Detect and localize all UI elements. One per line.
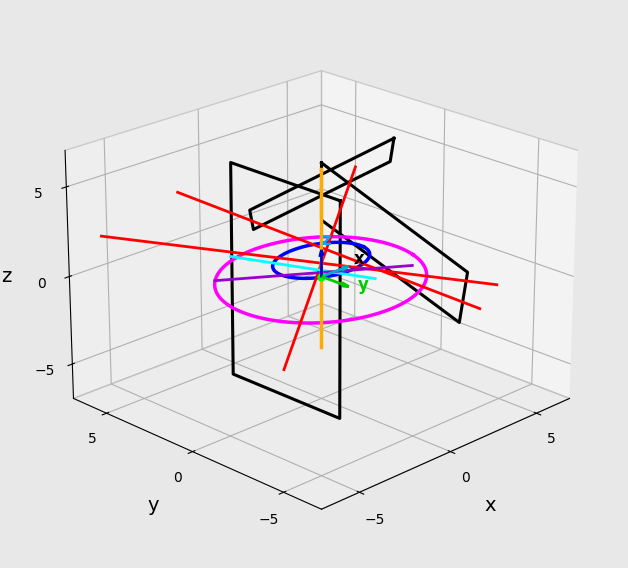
- X-axis label: x: x: [484, 496, 495, 515]
- Y-axis label: y: y: [147, 496, 159, 515]
